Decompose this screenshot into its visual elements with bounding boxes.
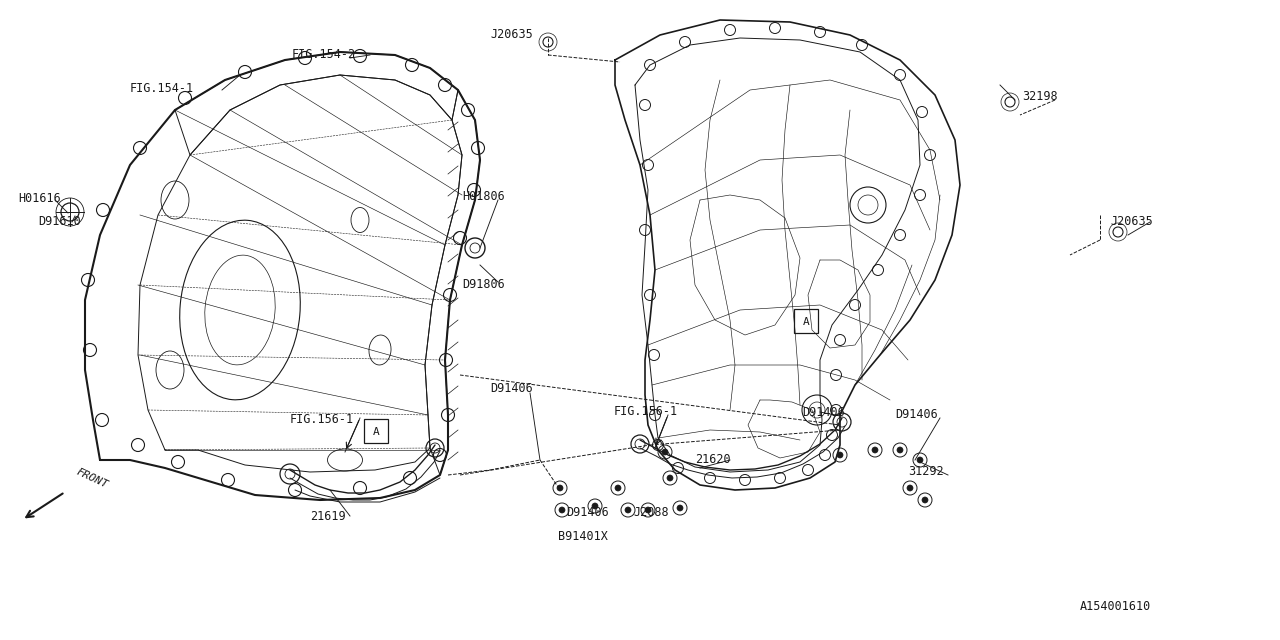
Text: 21619: 21619 [310,510,346,523]
Text: 31292: 31292 [908,465,943,478]
Text: FIG.154-2: FIG.154-2 [292,48,356,61]
Circle shape [916,457,923,463]
Text: D91610: D91610 [38,215,81,228]
Text: A: A [803,317,809,327]
Text: FRONT: FRONT [76,467,110,490]
Circle shape [837,452,844,458]
Circle shape [908,485,913,491]
Circle shape [645,507,652,513]
Text: D91406: D91406 [566,506,609,519]
FancyBboxPatch shape [794,309,818,333]
Text: J20635: J20635 [1110,215,1153,228]
Circle shape [591,503,598,509]
Circle shape [922,497,928,503]
Text: H01806: H01806 [462,190,504,203]
Text: J2088: J2088 [634,506,668,519]
Circle shape [559,507,564,513]
Text: A154001610: A154001610 [1080,600,1151,613]
Text: A: A [372,427,379,437]
Text: FIG.156-1: FIG.156-1 [291,413,355,426]
Text: J20635: J20635 [490,28,532,41]
Text: B91401X: B91401X [558,530,608,543]
Text: FIG.156-1: FIG.156-1 [614,405,678,418]
Circle shape [897,447,902,453]
FancyBboxPatch shape [364,419,388,443]
Circle shape [677,505,684,511]
Text: FIG.154-1: FIG.154-1 [131,82,195,95]
Text: H01616: H01616 [18,192,60,205]
Text: D91406: D91406 [490,382,532,395]
Text: 32198: 32198 [1021,90,1057,103]
Text: D91806: D91806 [462,278,504,291]
Text: 21620: 21620 [695,453,731,466]
Circle shape [872,447,878,453]
Circle shape [557,485,563,491]
Circle shape [614,485,621,491]
Text: D91406: D91406 [803,406,845,419]
Circle shape [662,449,668,455]
Text: D91406: D91406 [895,408,938,421]
Circle shape [625,507,631,513]
Circle shape [667,475,673,481]
